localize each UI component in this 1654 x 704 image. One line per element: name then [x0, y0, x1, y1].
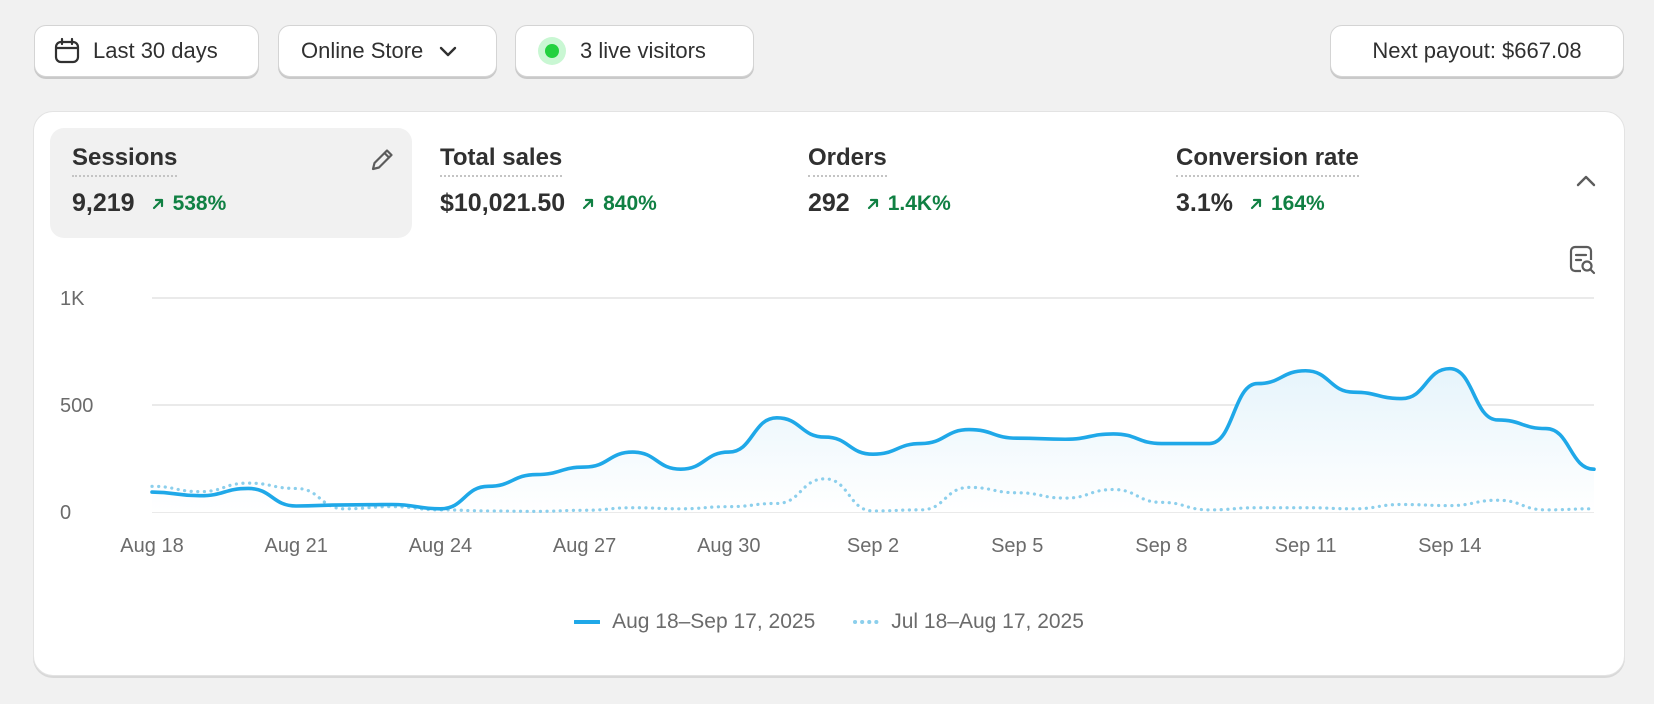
x-tick-label: Aug 18: [120, 535, 183, 557]
metric-sessions[interactable]: Sessions 9,219 538%: [50, 128, 412, 238]
x-tick-label: Aug 24: [409, 535, 472, 557]
x-tick-label: Aug 27: [553, 535, 616, 557]
y-tick-label: 500: [60, 395, 93, 417]
metric-change: 840%: [581, 192, 657, 216]
y-tick-label: 1K: [60, 288, 85, 310]
x-tick-label: Sep 8: [1135, 535, 1187, 557]
x-tick-label: Sep 11: [1275, 535, 1337, 557]
legend-dotted-line-swatch: [853, 620, 880, 624]
metric-change-value: 164%: [1270, 192, 1325, 215]
legend-item-comparison[interactable]: Jul 18–Aug 17, 2025: [853, 610, 1084, 634]
metric-change-value: 840%: [603, 192, 657, 215]
x-tick-label: Aug 21: [265, 535, 328, 557]
metric-change-value: 538%: [172, 192, 227, 215]
metric-change: 1.4K%: [866, 192, 951, 216]
metric-label: Conversion rate: [1176, 144, 1359, 177]
live-dot-icon: [538, 37, 566, 65]
y-tick-label: 0: [60, 502, 71, 524]
legend-solid-line-swatch: [574, 620, 601, 624]
x-tick-label: Sep 2: [847, 535, 899, 557]
next-payout-button[interactable]: Next payout: $667.08: [1330, 25, 1624, 77]
report-search-icon[interactable]: [1566, 245, 1596, 280]
series-area-current: [152, 368, 1594, 512]
metric-value: 9,219: [72, 189, 135, 217]
metric-change-value: 1.4K%: [887, 192, 951, 215]
metric-value: $10,021.50: [440, 189, 566, 217]
chevron-down-icon: [437, 40, 459, 62]
date-range-label: Last 30 days: [93, 38, 218, 63]
live-visitors-label: 3 live visitors: [580, 38, 706, 63]
series-line-current: [150, 366, 1596, 511]
pencil-icon[interactable]: [368, 146, 396, 179]
chart-legend: Aug 18–Sep 17, 2025 Jul 18–Aug 17, 2025: [34, 610, 1624, 634]
arrow-up-right-icon: [1250, 198, 1262, 210]
metric-total-sales[interactable]: Total sales $10,021.50 840%: [418, 128, 780, 238]
legend-label: Jul 18–Aug 17, 2025: [891, 610, 1084, 633]
legend-label: Aug 18–Sep 17, 2025: [612, 610, 816, 633]
live-visitors-button[interactable]: 3 live visitors: [515, 25, 754, 77]
sessions-line-chart: 0 500 1K Aug 18 Aug 21 Aug 24 Aug 27 Aug 30 Sep …: [60, 288, 1596, 557]
metric-change: 538%: [151, 192, 227, 216]
metric-value: 3.1%: [1176, 189, 1233, 217]
analytics-card: Sessions 9,219 538% Total sales $10,021.…: [33, 111, 1625, 676]
arrow-up-right-icon: [867, 198, 878, 210]
metric-label: Sessions: [72, 144, 178, 177]
arrow-up-right-icon: [583, 198, 594, 210]
series-line-comparison: [150, 477, 1596, 513]
x-tick-label: Aug 30: [697, 535, 760, 557]
x-tick-label: Sep 14: [1418, 535, 1481, 557]
metric-conversion-rate[interactable]: Conversion rate 3.1% 164%: [1154, 128, 1516, 238]
date-range-button[interactable]: Last 30 days: [34, 25, 259, 77]
metric-change: 164%: [1249, 192, 1325, 216]
metric-label: Total sales: [440, 144, 563, 177]
metric-label: Orders: [808, 144, 887, 177]
chevron-up-icon[interactable]: [1574, 170, 1598, 199]
channel-label: Online Store: [301, 38, 424, 63]
legend-item-current[interactable]: Aug 18–Sep 17, 2025: [574, 610, 815, 634]
next-payout-label: Next payout: $667.08: [1372, 38, 1582, 63]
metric-value: 292: [808, 189, 850, 217]
arrow-up-right-icon: [152, 198, 163, 210]
channel-select[interactable]: Online Store: [278, 25, 497, 77]
x-tick-label: Sep 5: [991, 535, 1043, 557]
metric-orders[interactable]: Orders 292 1.4K%: [786, 128, 1148, 238]
calendar-icon: [53, 37, 81, 65]
